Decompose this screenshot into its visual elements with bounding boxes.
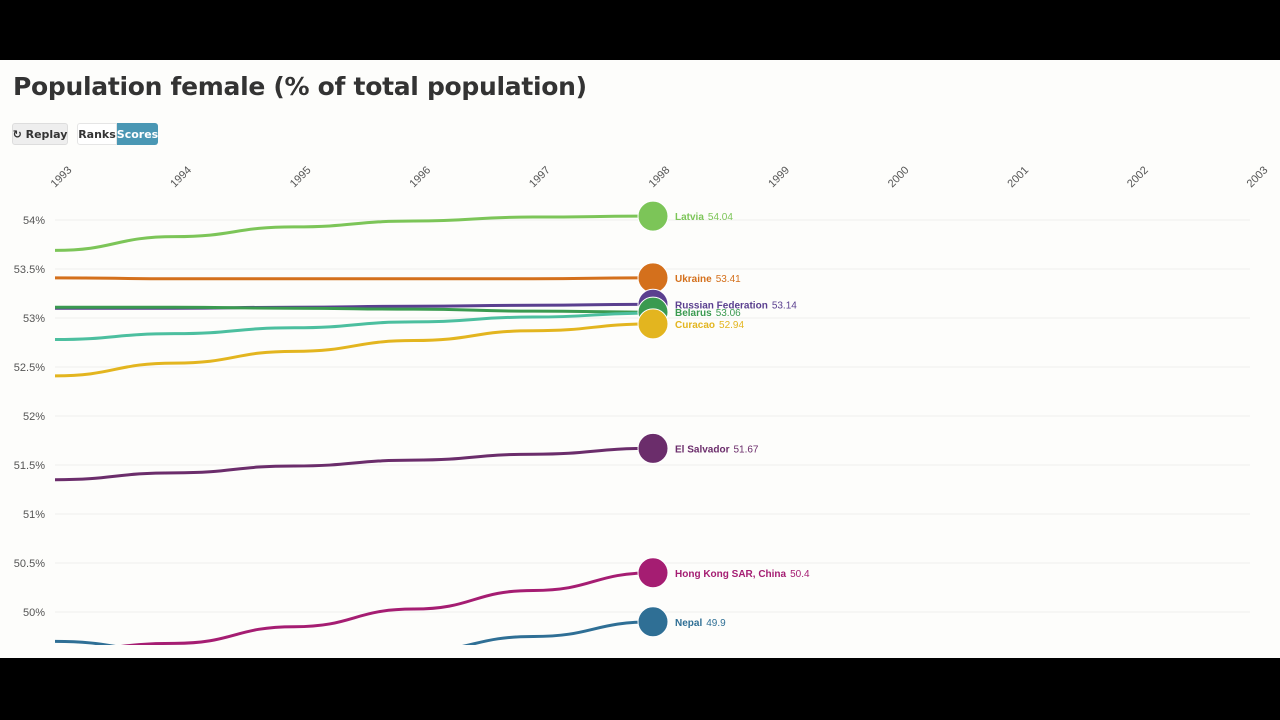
series-label: El Salvador [675, 444, 730, 455]
flag-icon [637, 200, 669, 232]
y-tick-label: 51% [23, 509, 45, 521]
y-tick-label: 50% [23, 607, 45, 619]
y-tick-label: 53.5% [14, 264, 45, 276]
scores-toggle[interactable]: Scores [117, 123, 158, 145]
x-tick-label: 2003 [1245, 164, 1271, 190]
y-tick-label: 50.5% [14, 558, 45, 570]
x-tick-label: 1999 [766, 164, 792, 190]
x-tick-label: 2001 [1005, 164, 1031, 190]
x-tick-label: 2002 [1125, 164, 1151, 190]
chart-frame: Population female (% of total population… [0, 60, 1280, 658]
x-tick-label: 1996 [407, 164, 433, 190]
y-tick-label: 51.5% [14, 460, 45, 472]
x-tick-label: 1998 [647, 164, 673, 190]
y-tick-label: 52% [23, 411, 45, 423]
chart-title: Population female (% of total population… [13, 72, 587, 101]
y-tick-label: 53% [23, 313, 45, 325]
series-line [54, 276, 654, 281]
value-label: 53.14 [772, 300, 797, 311]
flag-icon [637, 606, 669, 638]
replay-label: Replay [25, 127, 68, 141]
series-line [55, 305, 654, 314]
value-label: 53.41 [716, 274, 741, 285]
series-line [120, 571, 654, 645]
series-line [54, 214, 654, 252]
ranks-toggle[interactable]: Ranks [77, 123, 117, 145]
flag-icon [637, 262, 669, 294]
series-label: Latvia [675, 212, 704, 223]
value-label: 52.94 [719, 320, 744, 331]
flag-icon [637, 432, 669, 464]
series-line [54, 322, 654, 378]
replay-button[interactable]: ↻ Replay [12, 123, 68, 145]
series-line [54, 446, 654, 482]
series-label: Hong Kong SAR, China [675, 569, 787, 580]
value-label: 54.04 [708, 212, 733, 223]
value-label: 49.9 [706, 618, 726, 629]
x-tick-label: 2000 [886, 164, 912, 190]
series-line [54, 311, 654, 342]
value-label: 53.06 [716, 308, 741, 319]
series-line [54, 620, 654, 645]
series-label: Nepal [675, 618, 702, 629]
x-tick-label: 1995 [288, 164, 314, 190]
value-label: 51.67 [733, 444, 758, 455]
x-tick-label: 1993 [49, 164, 75, 190]
x-tick-label: 1994 [168, 164, 194, 190]
line-chart: 54% 53.5% 53% 52.5% 52% 51.5% 51% 50.5% 50% 1993 1… [14, 164, 1271, 645]
replay-icon: ↻ [12, 127, 26, 141]
series-label: Belarus [675, 308, 712, 319]
y-tick-label: 54% [23, 215, 45, 227]
x-tick-label: 1997 [527, 164, 553, 190]
flag-icon [637, 557, 669, 589]
flag-icon [637, 308, 669, 340]
series-label: Curacao [675, 320, 715, 331]
series-label: Ukraine [675, 274, 712, 285]
y-tick-label: 52.5% [14, 362, 45, 374]
value-label: 50.4 [790, 569, 810, 580]
series-label: Russian Federation [675, 300, 768, 311]
